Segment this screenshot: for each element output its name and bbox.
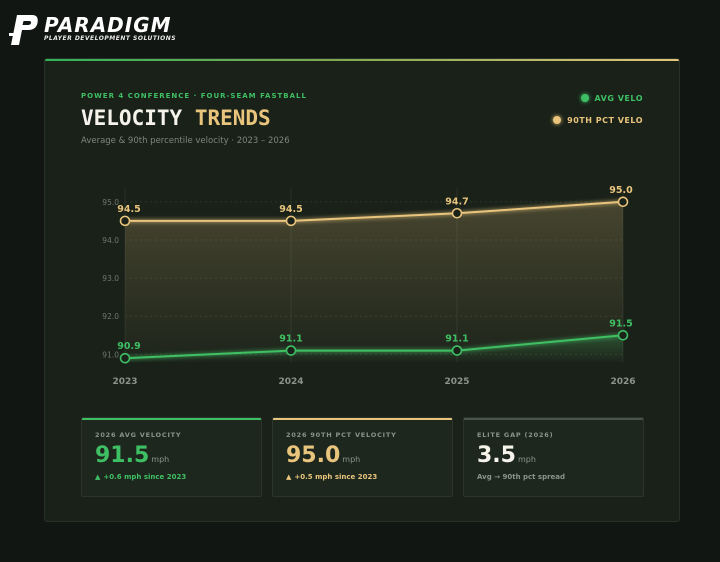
stat-unit: mph	[151, 455, 170, 464]
data-label: 91.1	[279, 334, 302, 345]
paradigm-logo-icon	[9, 15, 38, 45]
data-point	[285, 345, 297, 356]
legend-label-avg: AVG VELO	[594, 93, 643, 103]
data-label: 91.5	[609, 318, 632, 329]
stat-note-text: +0.6 mph since 2023	[103, 473, 187, 481]
stat-note-text: +0.5 mph since 2023	[294, 473, 378, 481]
title-part-1: VELOCITY	[81, 106, 183, 130]
trend-up-icon: ▲	[286, 473, 292, 481]
data-label: 94.7	[445, 196, 468, 207]
chart-legend: AVG VELO 90TH PCT VELO	[553, 91, 643, 135]
stat-card-gap: ELITE GAP (2026) 3.5 mph Avg → 90th pct …	[463, 417, 644, 497]
data-point	[617, 196, 629, 208]
series-line	[124, 334, 624, 360]
stat-card-p90: 2026 90TH PCT VELOCITY 95.0 mph ▲ +0.5 mp…	[272, 417, 453, 497]
y-tick-label: 92.0	[102, 312, 119, 321]
stat-value: 91.5	[95, 443, 150, 468]
legend-item-p90: 90TH PCT VELO	[553, 113, 643, 127]
stat-note: Avg → 90th pct spread	[477, 473, 565, 481]
stat-card-accent	[273, 418, 452, 420]
brand-tagline: PLAYER DEVELOPMENT SOLUTIONS	[44, 35, 177, 42]
series-line	[125, 200, 624, 222]
title-part-2: TRENDS	[194, 106, 271, 130]
stat-value: 3.5	[477, 443, 516, 468]
brand-logo: PARADIGM PLAYER DEVELOPMENT SOLUTIONS	[8, 12, 176, 46]
legend-dot-p90-icon	[553, 116, 562, 124]
stat-value-row: 3.5 mph	[477, 444, 536, 468]
x-tick-label: 2025	[444, 377, 469, 387]
y-tick-label: 94.0	[102, 236, 119, 245]
data-point	[451, 207, 463, 219]
card-accent-line	[45, 59, 679, 61]
stat-card-accent	[82, 418, 261, 420]
stat-unit: mph	[342, 455, 361, 464]
stat-note: ▲ +0.5 mph since 2023	[286, 473, 377, 481]
x-tick-label: 2023	[112, 377, 137, 387]
stat-value-row: 95.0 mph	[286, 444, 360, 468]
data-label: 94.5	[117, 204, 140, 215]
data-label: 90.9	[117, 341, 140, 352]
stat-unit: mph	[517, 455, 536, 464]
brand-name: PARADIGM	[44, 13, 172, 37]
y-tick-label: 91.0	[102, 350, 119, 359]
legend-dot-avg-icon	[580, 94, 589, 102]
data-point	[451, 345, 463, 356]
velocity-card: POWER 4 CONFERENCE · FOUR-SEAM FASTBALL …	[44, 58, 680, 522]
data-point	[119, 215, 131, 227]
data-point	[119, 352, 131, 364]
stat-value: 95.0	[286, 443, 341, 468]
data-point	[617, 330, 629, 341]
stat-value-row: 91.5 mph	[95, 444, 169, 468]
stat-label: ELITE GAP (2026)	[477, 431, 554, 439]
stat-note: ▲ +0.6 mph since 2023	[95, 473, 186, 481]
y-tick-label: 93.0	[102, 274, 119, 283]
stat-note-text: Avg → 90th pct spread	[477, 473, 566, 481]
data-label: 94.5	[279, 204, 302, 215]
stat-card-avg: 2026 AVG VELOCITY 91.5 mph ▲ +0.6 mph sin…	[81, 417, 262, 497]
card-title: VELOCITY TRENDS	[81, 106, 271, 130]
series-area	[125, 335, 623, 362]
stat-card-accent	[464, 418, 643, 420]
trend-up-icon: ▲	[95, 473, 101, 481]
data-label: 95.0	[609, 185, 633, 196]
x-tick-label: 2026	[610, 377, 635, 387]
series-area	[125, 201, 623, 362]
data-label: 91.1	[445, 334, 468, 345]
data-point	[285, 215, 297, 227]
legend-label-p90: 90TH PCT VELO	[567, 115, 643, 125]
stat-label: 2026 AVG VELOCITY	[95, 431, 182, 439]
stat-label: 2026 90TH PCT VELOCITY	[286, 431, 397, 439]
velocity-line-chart: 91.0 92.0 93.0 94.0 95.0 2023 2024 2025 2026 94.…	[102, 185, 635, 387]
card-subtitle: Average & 90th percentile velocity · 202…	[81, 136, 290, 146]
y-tick-label: 95.0	[102, 198, 119, 207]
x-tick-label: 2024	[278, 377, 303, 387]
card-kicker: POWER 4 CONFERENCE · FOUR-SEAM FASTBALL	[81, 92, 307, 100]
legend-item-avg: AVG VELO	[553, 91, 643, 105]
